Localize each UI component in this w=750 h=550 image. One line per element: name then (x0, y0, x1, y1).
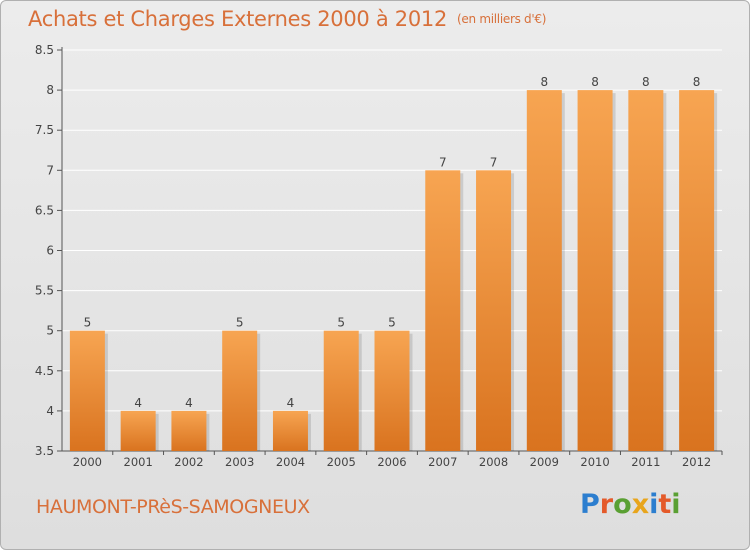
data-label: 4 (134, 396, 142, 410)
y-tick-label: 5 (46, 324, 54, 338)
chart-title-row: Achats et Charges Externes 2000 à 2012 (e… (28, 7, 546, 31)
data-label: 5 (388, 316, 396, 330)
logo-letter: x (631, 489, 650, 520)
x-tick-label: 2002 (174, 455, 203, 469)
data-label: 5 (84, 316, 92, 330)
bar (171, 410, 207, 451)
x-tick-label: 2004 (276, 455, 305, 469)
data-label: 8 (540, 75, 548, 89)
bar (628, 90, 664, 451)
x-tick-labels: 2000 2001 2002 2003 2004 2005 2006 2007 2008 2009… (73, 455, 712, 469)
x-tick-label: 2000 (73, 455, 102, 469)
data-label: 7 (490, 155, 498, 169)
chart-unit: (en milliers d'€) (457, 12, 547, 26)
x-tick-label: 2006 (377, 455, 406, 469)
bars (69, 90, 718, 452)
y-tick-label: 6 (46, 244, 54, 258)
data-label: 5 (236, 316, 244, 330)
x-tick-label: 2007 (428, 455, 457, 469)
x-tick-label: 2009 (530, 455, 559, 469)
y-tick-label: 4 (46, 404, 54, 418)
x-tick-label: 2001 (124, 455, 153, 469)
bar (577, 90, 613, 451)
logo-letter: t (658, 489, 672, 520)
bar (679, 90, 715, 451)
bar (222, 330, 258, 451)
y-tick-label: 7.5 (35, 123, 54, 137)
x-tick-label: 2005 (327, 455, 356, 469)
x-tick-label: 2008 (479, 455, 508, 469)
y-tick-label: 3.5 (35, 444, 54, 458)
y-tick-label: 5.5 (35, 284, 54, 298)
bar (323, 330, 359, 451)
bar (272, 410, 308, 451)
logo-letter: i (649, 489, 659, 520)
bar (69, 330, 105, 451)
logo-letter: i (671, 489, 681, 520)
logo-letter: o (613, 489, 632, 520)
city-name: HAUMONT-PRèS-SAMOGNEUX (36, 496, 310, 518)
logo-letter: P (580, 489, 600, 520)
data-label: 8 (642, 75, 650, 89)
data-label: 8 (693, 75, 701, 89)
bar (476, 170, 512, 452)
y-tick-labels: 3.5 4 4.5 5 5.5 6 6.5 7 7.5 8 8.5 (35, 43, 54, 458)
data-label: 7 (439, 155, 447, 169)
data-label: 4 (287, 396, 295, 410)
x-tick-label: 2010 (580, 455, 609, 469)
data-label: 8 (591, 75, 599, 89)
x-tick-label: 2003 (225, 455, 254, 469)
y-tick-label: 7 (46, 163, 54, 177)
data-labels: 5 4 4 5 4 5 5 7 7 8 8 8 8 (84, 75, 701, 410)
logo-letter: r (599, 489, 614, 520)
x-tick-label: 2012 (682, 455, 711, 469)
data-label: 4 (185, 396, 193, 410)
y-tick-label: 8 (46, 83, 54, 97)
y-tick-label: 4.5 (35, 364, 54, 378)
x-tick-label: 2011 (631, 455, 660, 469)
proxiti-logo[interactable]: Proxiti (580, 489, 681, 520)
data-label: 5 (337, 316, 345, 330)
bar (425, 170, 461, 452)
chart-title: Achats et Charges Externes 2000 à 2012 (28, 7, 448, 31)
y-tick-label: 8.5 (35, 43, 54, 57)
bar (374, 330, 410, 451)
bar (526, 90, 562, 451)
y-tick-label: 6.5 (35, 203, 54, 217)
bar (120, 410, 156, 451)
